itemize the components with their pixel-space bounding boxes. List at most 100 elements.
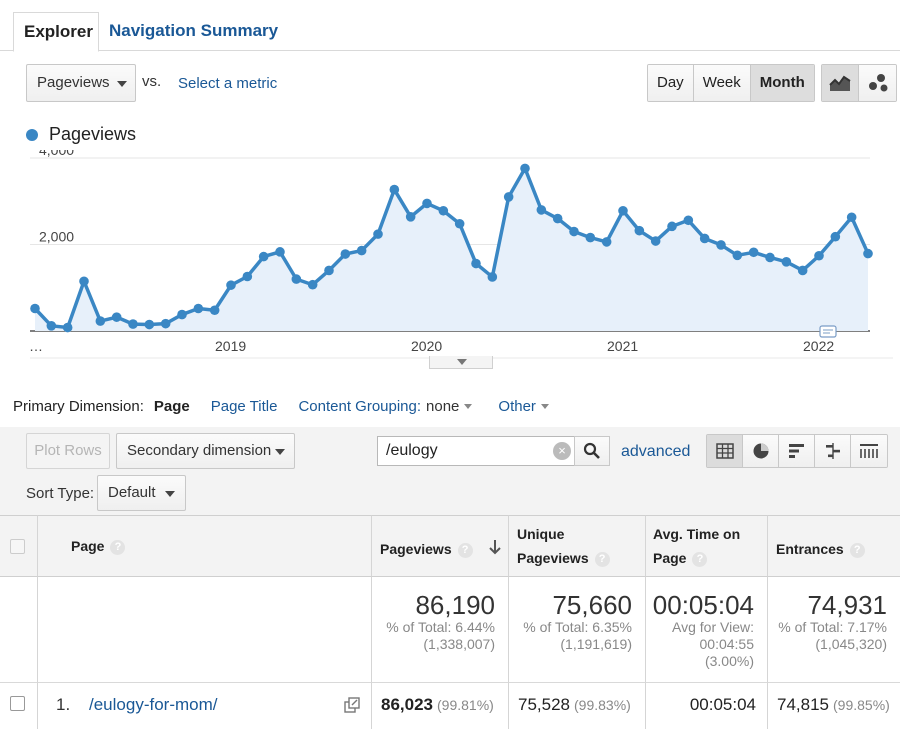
select-metric-link[interactable]: Select a metric <box>178 75 278 92</box>
x-tick-label: 2022 <box>803 338 834 354</box>
data-point <box>291 274 302 284</box>
table-view-icon[interactable] <box>707 435 743 467</box>
metric-dropdown[interactable]: Pageviews <box>26 64 136 102</box>
pageviews-column-header[interactable]: Pageviews? <box>372 515 509 577</box>
chevron-down-icon <box>457 359 467 365</box>
search-button[interactable] <box>574 436 610 466</box>
row-pageviews-value: 86,023 <box>381 695 433 714</box>
unique-header-line1: Unique <box>517 526 565 542</box>
entrances-header-label: Entrances <box>776 541 844 557</box>
line-chart-icon[interactable] <box>822 65 859 101</box>
data-point <box>634 225 645 236</box>
total-site: (1,045,320) <box>815 636 887 652</box>
plot-rows-button[interactable]: Plot Rows <box>26 433 110 469</box>
total-value: 86,190 <box>415 590 495 620</box>
comparison-view-icon[interactable] <box>815 435 851 467</box>
dimension-other[interactable]: Other <box>498 398 536 415</box>
week-button[interactable]: Week <box>693 65 751 101</box>
data-point <box>405 212 416 222</box>
open-page-icon[interactable] <box>344 697 360 713</box>
select-all-checkbox[interactable] <box>10 539 25 554</box>
vs-label: vs. <box>142 73 162 90</box>
data-point <box>830 231 841 242</box>
data-point <box>748 247 759 258</box>
x-tick-label: … <box>29 338 43 354</box>
data-point <box>422 198 432 209</box>
legend-label: Pageviews <box>49 124 137 144</box>
motion-chart-icon[interactable] <box>859 65 896 101</box>
day-button[interactable]: Day <box>648 65 694 101</box>
row-entrances-percent: (99.85%) <box>833 697 890 713</box>
table-view-toggle <box>706 434 888 468</box>
dimension-page-title[interactable]: Page Title <box>210 398 278 415</box>
totals-row-checkbox-cell <box>0 577 38 683</box>
month-button[interactable]: Month <box>750 65 814 101</box>
data-point <box>487 272 498 282</box>
avg-time-column-header[interactable]: Avg. Time on Page? <box>646 515 768 577</box>
totals-row-page-cell <box>38 577 372 683</box>
chevron-down-icon <box>165 491 175 497</box>
entrances-column-header[interactable]: Entrances? <box>768 515 900 577</box>
x-tick-label: 2021 <box>607 338 638 354</box>
advanced-filter-link[interactable]: advanced <box>621 443 691 460</box>
pie-view-icon[interactable] <box>743 435 779 467</box>
clear-search-icon[interactable]: × <box>553 442 571 460</box>
chart-legend: Pageviews <box>26 124 136 145</box>
pageviews-chart[interactable]: 2,000 4,000 … 2019 2020 2021 2022 <box>0 150 900 360</box>
unique-pageviews-column-header[interactable]: Unique Pageviews? <box>509 515 646 577</box>
content-grouping-value[interactable]: none <box>426 398 460 415</box>
data-point <box>503 192 514 202</box>
chart-collapse-handle[interactable] <box>429 356 493 369</box>
row-checkbox[interactable] <box>10 696 25 711</box>
data-point <box>177 309 187 320</box>
tab-explorer[interactable]: Explorer <box>13 12 99 52</box>
data-point <box>667 221 677 232</box>
chevron-down-icon <box>464 404 473 409</box>
data-point <box>454 218 465 229</box>
data-point <box>160 318 171 329</box>
metric-dropdown-label: Pageviews <box>37 74 110 91</box>
total-value: 00:05:04 <box>652 590 754 620</box>
data-point <box>356 245 367 256</box>
table-filter-input[interactable] <box>377 436 575 466</box>
dimension-content-grouping[interactable]: Content Grouping: <box>298 398 422 415</box>
sort-descending-icon[interactable] <box>489 539 501 555</box>
report-tabs: Explorer Navigation Summary <box>0 0 900 52</box>
total-percent: % of Total: 6.44% <box>386 619 495 635</box>
help-icon[interactable]: ? <box>457 542 473 558</box>
data-point <box>569 226 579 237</box>
data-point <box>797 265 808 276</box>
help-icon[interactable]: ? <box>110 539 126 555</box>
sort-type-dropdown[interactable]: Default <box>97 475 186 511</box>
annotation-marker-lines <box>823 329 833 334</box>
table-row-avg-time: 00:05:04 <box>646 683 768 729</box>
data-point <box>193 303 204 314</box>
total-percent: % of Total: 6.35% <box>523 619 632 635</box>
table-row-page-cell: 1. /eulogy-for-mom/ <box>38 683 372 729</box>
row-page-link[interactable]: /eulogy-for-mom/ <box>89 695 218 714</box>
pivot-view-icon[interactable] <box>851 435 887 467</box>
secondary-dimension-dropdown[interactable]: Secondary dimension <box>116 433 295 469</box>
primary-dimension-label: Primary Dimension: <box>13 398 144 415</box>
data-point <box>520 163 530 174</box>
help-icon[interactable]: ? <box>692 551 708 567</box>
data-point <box>716 240 726 250</box>
row-unique-value: 75,528 <box>518 695 570 714</box>
tab-navigation-summary[interactable]: Navigation Summary <box>109 21 279 40</box>
search-icon <box>583 442 600 459</box>
data-point <box>340 249 351 259</box>
help-icon[interactable]: ? <box>849 542 865 558</box>
data-point <box>144 319 155 330</box>
unique-header-line2: Pageviews <box>517 550 589 566</box>
table-row-unique: 75,528 (99.83%) <box>509 683 646 729</box>
data-point <box>275 247 285 257</box>
totals-pageviews: 86,190 % of Total: 6.44% (1,338,007) <box>372 577 509 683</box>
data-point <box>846 212 857 223</box>
data-point <box>552 213 563 224</box>
page-column-header[interactable]: Page? <box>38 515 372 577</box>
bar-view-icon[interactable] <box>779 435 815 467</box>
data-point <box>46 321 57 331</box>
select-all-header <box>0 515 38 577</box>
x-tick-label: 2020 <box>411 338 442 354</box>
help-icon[interactable]: ? <box>594 551 610 567</box>
